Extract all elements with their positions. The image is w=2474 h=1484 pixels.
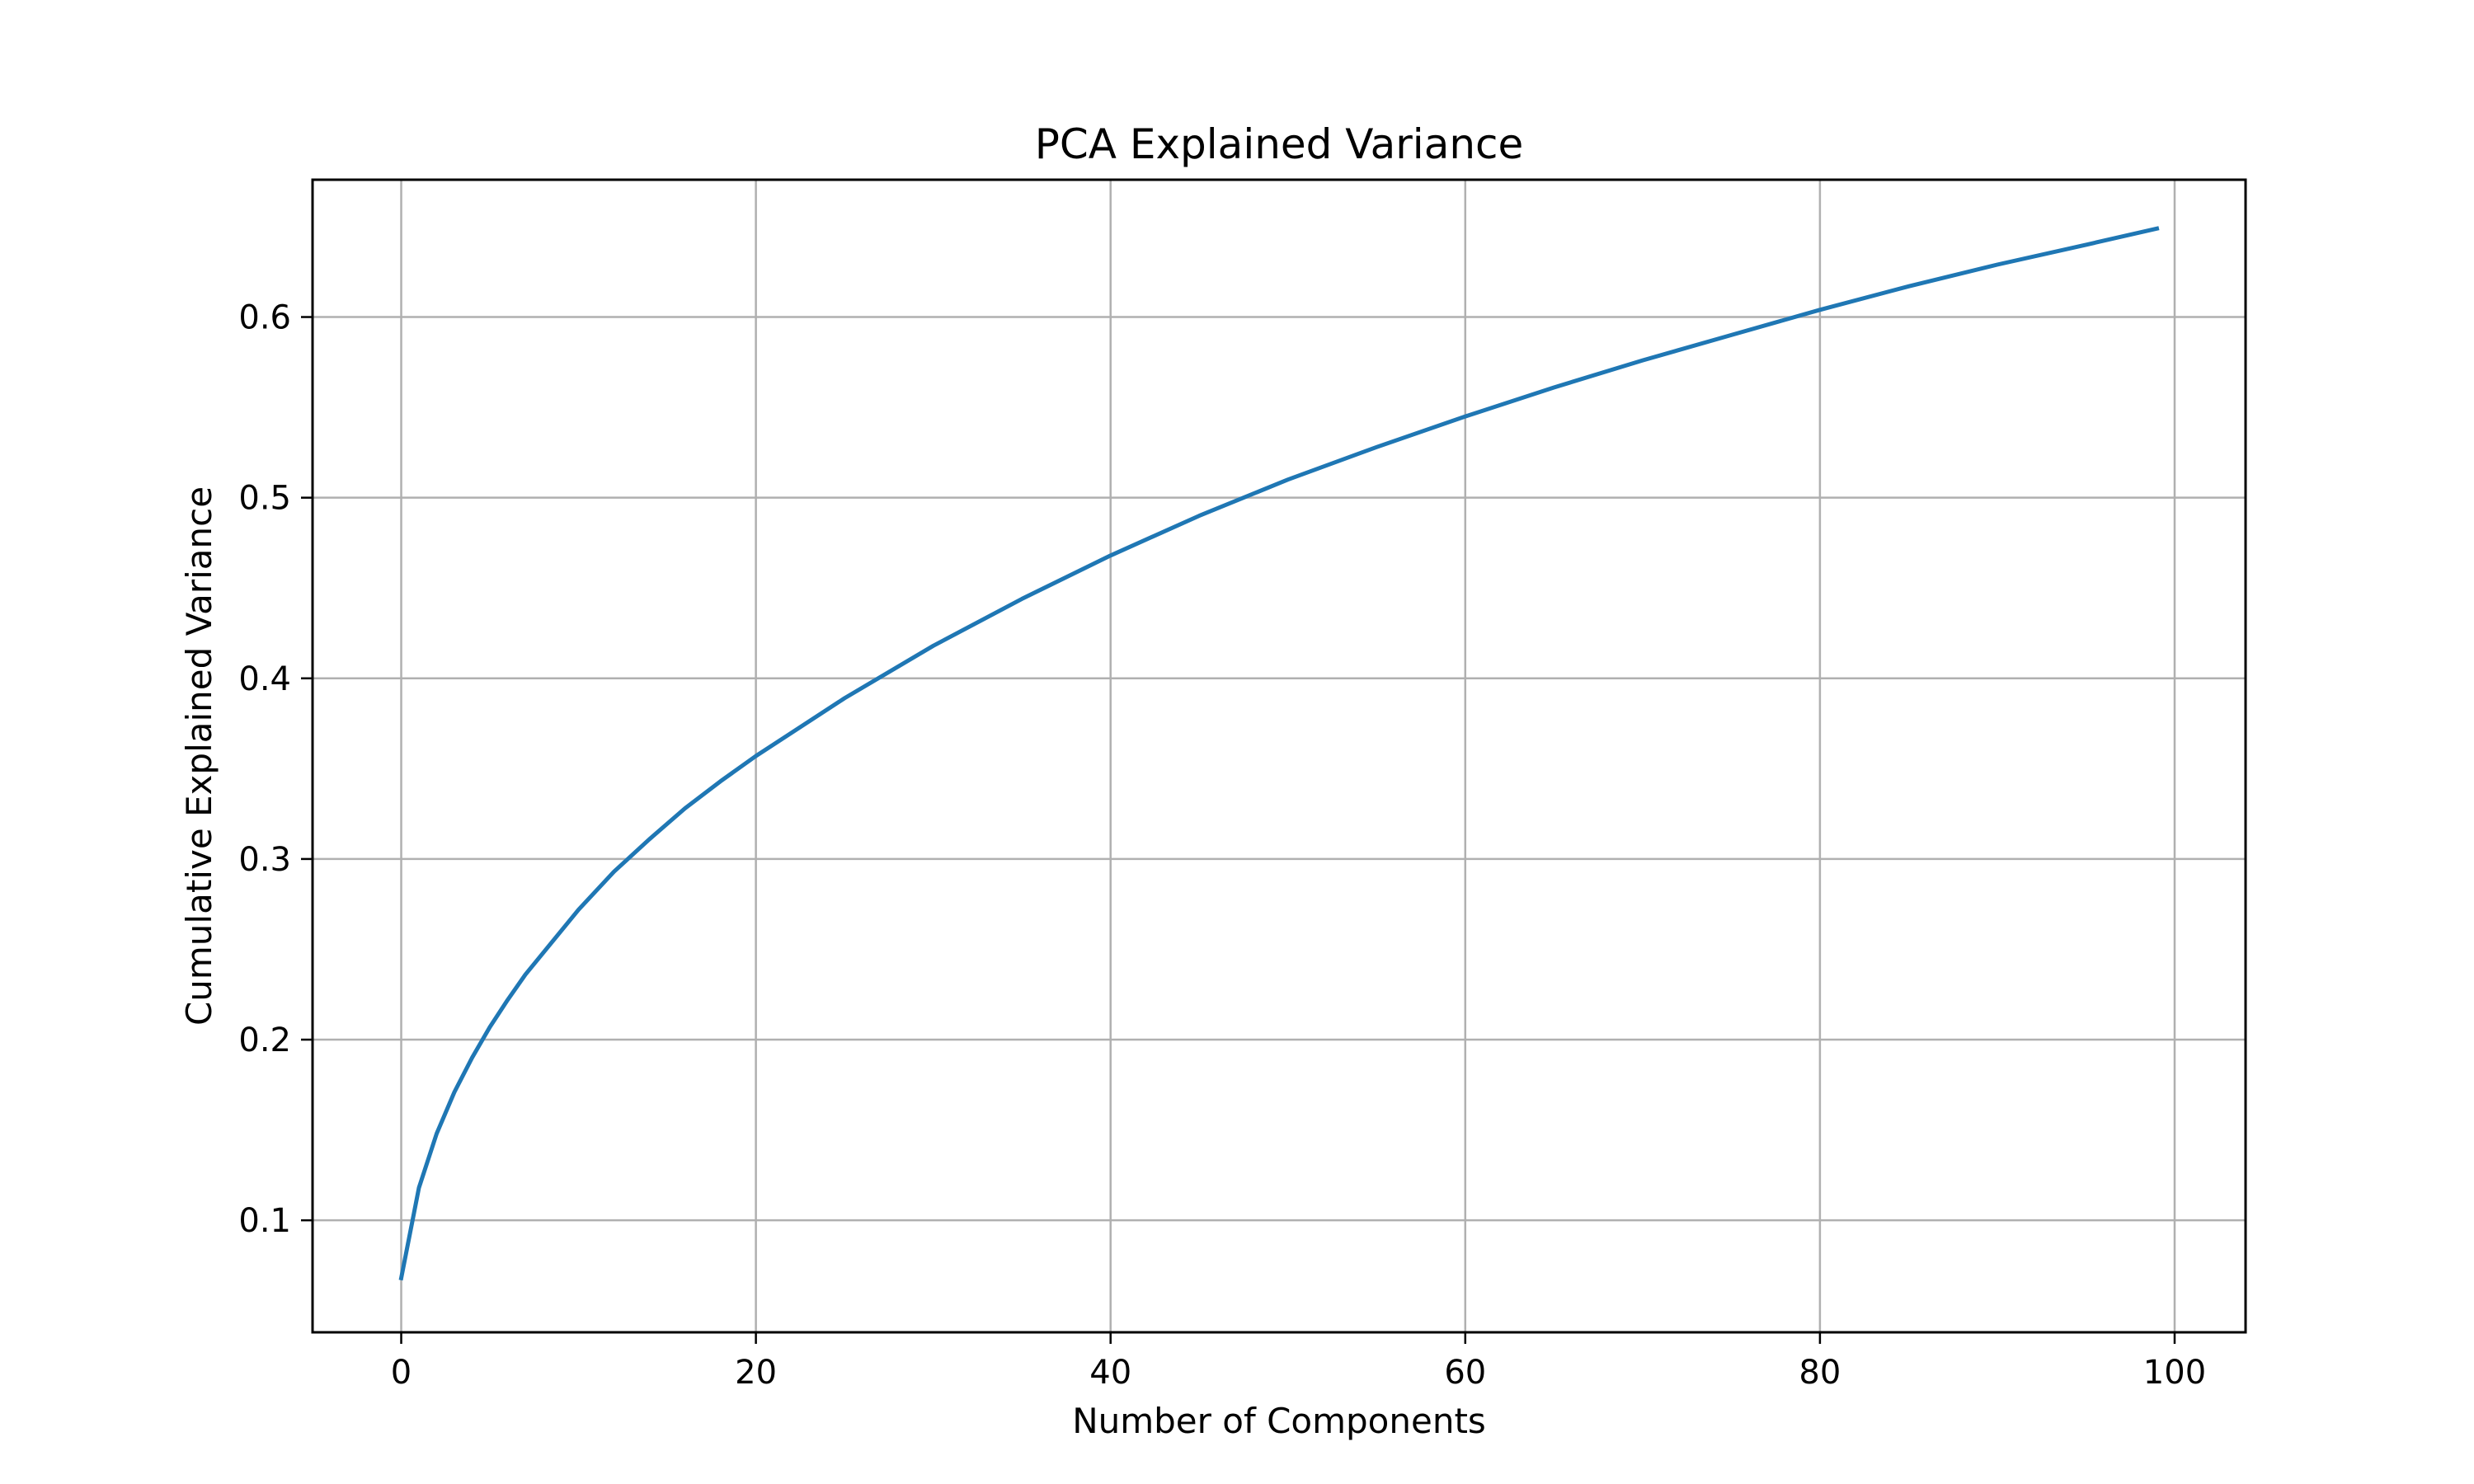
y-axis-title: Cumulative Explained Variance <box>179 486 219 1026</box>
plot-frame <box>311 178 2247 1334</box>
x-tick-label: 0 <box>391 1354 412 1392</box>
y-tick-label: 0.1 <box>238 1202 291 1240</box>
x-tick-label: 60 <box>1444 1354 1486 1392</box>
y-tick-label: 0.3 <box>238 841 291 879</box>
x-tick-label: 40 <box>1089 1354 1131 1392</box>
series-layer <box>398 226 2160 1281</box>
y-tick-label: 0.5 <box>238 480 291 518</box>
y-tick-label: 0.2 <box>238 1021 291 1059</box>
y-tick-label: 0.6 <box>238 299 291 337</box>
grid <box>313 180 2246 1332</box>
y-tick-label: 0.4 <box>238 660 291 698</box>
x-tick-label: 20 <box>735 1354 777 1392</box>
series-line <box>398 226 2160 1281</box>
x-tick-label: 80 <box>1799 1354 1841 1392</box>
x-axis-title: Number of Components <box>1072 1401 1486 1441</box>
x-tick-label: 100 <box>2143 1354 2206 1392</box>
chart-title: PCA Explained Variance <box>1035 120 1524 168</box>
ticks: 0 20 40 60 80 100 0.1 0.2 0.3 0.4 0.5 0.6 <box>238 299 2206 1392</box>
